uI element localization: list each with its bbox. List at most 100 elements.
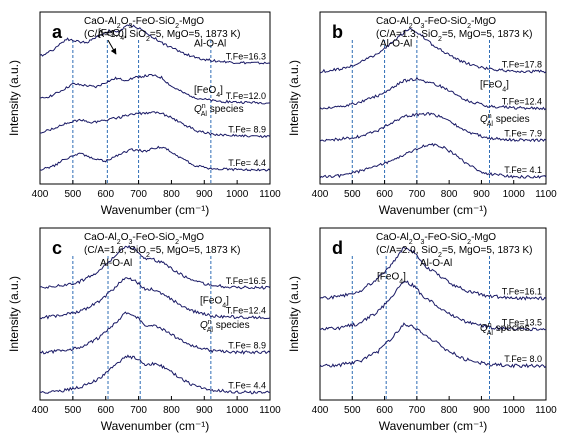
panel-subtitle: (C/A=1.3, SiO2=5, MgO=5, 1873 K)	[376, 29, 533, 43]
annotation-qn: Qn Al species	[480, 322, 530, 337]
y-axis-label: Intensity (a.u.)	[287, 60, 301, 136]
annotation-feo4-bottom: [FeO4]	[200, 296, 229, 310]
annotation-feo4-top: [FeO4]	[377, 272, 406, 286]
spectrum-line	[39, 244, 271, 290]
x-tick-label: 1100	[535, 405, 557, 416]
annotation-alo: Al-O-Al	[420, 258, 452, 269]
x-axis-label: Wavenumber (cm⁻¹)	[101, 419, 210, 433]
x-tick-label: 600	[376, 405, 393, 416]
x-axis-label: Wavenumber (cm⁻¹)	[379, 419, 488, 433]
annotation-qn: Qn Al species	[480, 113, 530, 128]
panel-subtitle: (C/A=1.0, SiO2=5, MgO=5, 1873 K)	[84, 29, 241, 43]
series-label: T.Fe=12.4	[226, 306, 266, 316]
x-tick-label: 1100	[259, 405, 281, 416]
x-tick-label: 1000	[503, 189, 526, 200]
panel-letter: b	[332, 22, 343, 42]
x-tick-label: 900	[473, 405, 490, 416]
series-label: T.Fe= 4.4	[228, 158, 266, 168]
x-tick-label: 600	[97, 405, 114, 416]
x-tick-label: 400	[312, 189, 329, 200]
x-tick-label: 800	[441, 405, 458, 416]
plot-frame	[319, 227, 547, 401]
x-tick-label: 1100	[535, 189, 557, 200]
x-tick-label: 700	[409, 189, 426, 200]
x-tick-label: 800	[163, 405, 180, 416]
panel-title: CaO-Al2O3-FeO-SiO2-MgO	[376, 16, 496, 30]
spectrum-line	[319, 112, 547, 143]
annotation-feo4-bottom: [FeO4]	[480, 80, 509, 94]
x-axis-label: Wavenumber (cm⁻¹)	[379, 203, 488, 217]
annotation-qn: Qn Al species	[194, 103, 244, 118]
x-tick-label: 400	[32, 189, 49, 200]
annotation-qn: Qn Al species	[200, 319, 250, 334]
panel-a: 400 500 600 700 800 900 1000 1100 Wavenumber (cm…	[7, 11, 281, 217]
plot-frame	[319, 11, 547, 185]
y-axis-label: Intensity (a.u.)	[7, 60, 21, 136]
x-tick-label: 1000	[503, 405, 526, 416]
spectrum-line	[319, 76, 547, 111]
plot-frame	[39, 11, 271, 185]
spectrum-line	[39, 354, 271, 395]
x-axis-label: Wavenumber (cm⁻¹)	[101, 203, 210, 217]
x-tick-label: 500	[65, 405, 82, 416]
spectrum-line	[319, 280, 547, 332]
y-axis-label: Intensity (a.u.)	[287, 276, 301, 352]
x-tick-label: 500	[344, 405, 361, 416]
x-tick-label: 700	[130, 405, 147, 416]
x-tick-label: 600	[376, 189, 393, 200]
spectrum-line	[39, 277, 271, 320]
series-label: T.Fe=12.4	[502, 96, 542, 106]
series-label: T.Fe= 4.1	[504, 165, 542, 175]
spectrum-line	[40, 111, 271, 139]
series-label: T.Fe=16.5	[226, 276, 266, 286]
x-tick-label: 700	[409, 405, 426, 416]
annotation-alo: Al-O-Al	[194, 38, 226, 49]
x-tick-label: 900	[196, 405, 213, 416]
annotation-alo: Al-O-Al	[100, 258, 132, 269]
series-label: T.Fe=12.0	[226, 91, 266, 101]
x-tick-label: 500	[344, 189, 361, 200]
series-label: T.Fe= 8.9	[228, 341, 266, 351]
panel-title: CaO-Al2O3-FeO-SiO2-MgO	[376, 232, 496, 246]
x-tick-label: 700	[130, 189, 147, 200]
x-tick-label: 400	[32, 405, 49, 416]
x-tick-label: 500	[65, 189, 82, 200]
x-tick-label: 400	[312, 405, 329, 416]
x-tick-label: 1000	[226, 405, 249, 416]
panel-subtitle: (C/A=2.0, SiO2=5, MgO=5, 1873 K)	[376, 245, 533, 259]
annotation-alo: Al-O-Al	[380, 38, 412, 49]
series-label: T.Fe=16.3	[226, 51, 266, 61]
series-label: T.Fe= 4.4	[228, 381, 266, 391]
annotation-feo4-top: [FeO4]	[98, 28, 127, 42]
spectrum-line	[39, 24, 271, 65]
x-tick-label: 800	[441, 189, 458, 200]
series-label: T.Fe= 8.0	[504, 354, 542, 364]
y-axis-label: Intensity (a.u.)	[7, 276, 21, 352]
annotation-arrow	[107, 39, 117, 55]
spectrum-line	[319, 322, 547, 369]
x-tick-label: 1000	[226, 189, 249, 200]
spectrum-line	[319, 27, 547, 74]
panel-b: 400 500 600 700 800 900 1000 1100 Wavenumber (cm…	[287, 11, 557, 217]
spectrum-line	[319, 246, 547, 301]
panel-title: CaO-Al2O3-FeO-SiO2-MgO	[84, 16, 204, 30]
panel-subtitle: (C/A=1.6, SiO2=5, MgO=5, 1873 K)	[84, 245, 241, 259]
plot-frame	[39, 227, 271, 401]
spectrum-line	[39, 74, 271, 105]
panel-letter: d	[332, 238, 343, 258]
panel-title: CaO-Al2O3-FeO-SiO2-MgO	[84, 232, 204, 246]
series-label: T.Fe=13.5	[502, 318, 542, 328]
x-tick-label: 1100	[259, 189, 281, 200]
spectrum-line	[319, 142, 547, 179]
series-label: T.Fe= 8.9	[228, 125, 266, 135]
panel-letter: a	[52, 22, 63, 42]
panel-letter: c	[52, 238, 62, 258]
x-tick-label: 900	[473, 189, 490, 200]
spectrum-line	[39, 311, 271, 355]
series-label: T.Fe=17.8	[502, 60, 542, 70]
spectrum-line	[39, 145, 271, 172]
x-tick-label: 800	[163, 189, 180, 200]
series-label: T.Fe= 7.9	[504, 128, 542, 138]
annotation-feo4-bottom: [FeO4]	[194, 85, 223, 99]
